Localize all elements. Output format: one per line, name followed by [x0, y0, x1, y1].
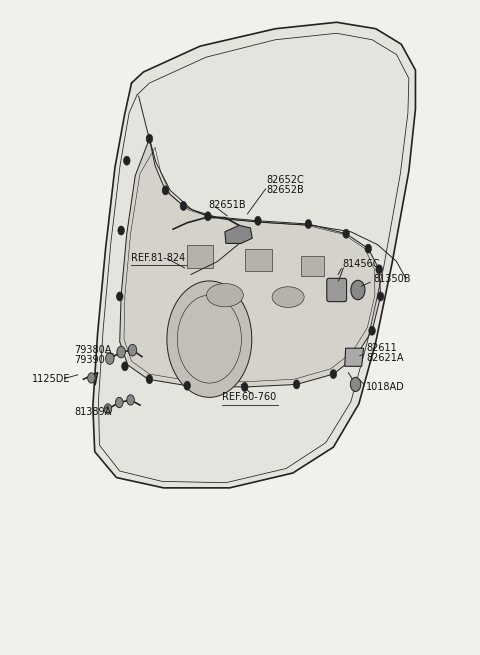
Polygon shape	[345, 348, 363, 366]
Circle shape	[330, 369, 336, 379]
Text: REF.60-760: REF.60-760	[222, 392, 276, 402]
Circle shape	[88, 373, 95, 383]
Text: 1018AD: 1018AD	[366, 382, 405, 392]
Polygon shape	[225, 225, 252, 244]
Text: 82652C: 82652C	[266, 175, 304, 185]
Text: 82651B: 82651B	[208, 200, 246, 210]
Bar	[301, 255, 324, 276]
Text: 1125DE: 1125DE	[32, 374, 70, 384]
Circle shape	[117, 292, 123, 301]
Circle shape	[293, 380, 300, 389]
Ellipse shape	[272, 287, 304, 307]
Circle shape	[121, 362, 128, 371]
Polygon shape	[93, 22, 416, 488]
Circle shape	[146, 375, 153, 384]
Circle shape	[350, 377, 361, 392]
Circle shape	[180, 201, 187, 210]
Bar	[245, 250, 272, 271]
Circle shape	[352, 352, 359, 361]
Circle shape	[376, 265, 383, 274]
FancyBboxPatch shape	[327, 278, 347, 302]
Circle shape	[167, 281, 252, 398]
Text: 81456C: 81456C	[343, 259, 380, 269]
Circle shape	[127, 395, 134, 405]
Polygon shape	[120, 139, 381, 387]
Text: 81350B: 81350B	[373, 274, 410, 284]
Circle shape	[369, 326, 375, 335]
Text: 81389A: 81389A	[74, 407, 111, 417]
Circle shape	[162, 186, 169, 195]
Circle shape	[106, 353, 114, 364]
Circle shape	[365, 244, 372, 253]
Text: REF.81-824: REF.81-824	[131, 253, 185, 263]
Bar	[187, 245, 213, 268]
Circle shape	[305, 219, 312, 229]
Text: 82652B: 82652B	[266, 185, 304, 195]
Text: 82611: 82611	[366, 343, 397, 353]
Circle shape	[343, 229, 349, 238]
Circle shape	[241, 383, 248, 392]
Circle shape	[351, 280, 365, 300]
Circle shape	[117, 346, 125, 358]
Circle shape	[116, 398, 123, 407]
Circle shape	[254, 216, 261, 225]
Circle shape	[123, 156, 130, 165]
Circle shape	[184, 381, 191, 390]
Text: 82621A: 82621A	[366, 353, 404, 363]
Circle shape	[204, 212, 211, 221]
Ellipse shape	[206, 284, 243, 307]
Circle shape	[128, 345, 137, 356]
Circle shape	[118, 226, 124, 235]
Circle shape	[377, 292, 384, 301]
Circle shape	[146, 134, 153, 143]
Text: 79380A: 79380A	[74, 345, 111, 355]
Text: 79390: 79390	[74, 355, 105, 365]
Circle shape	[104, 403, 112, 414]
